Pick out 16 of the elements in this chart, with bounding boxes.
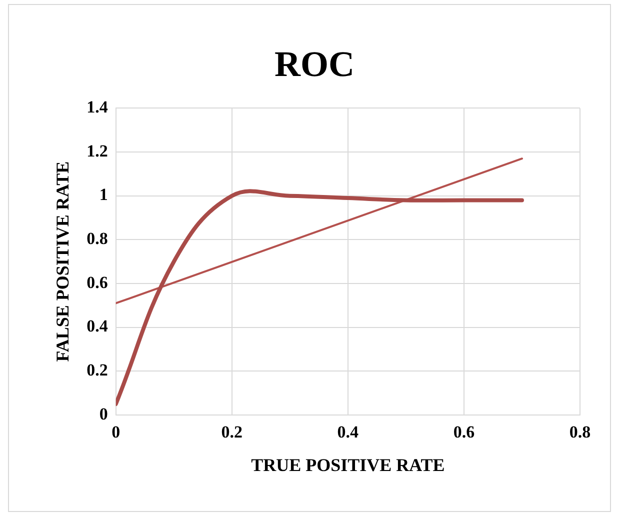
x-tick-label: 0.6 [453,422,475,442]
y-tick-label: 0.8 [86,229,108,248]
y-axis-title: FALSE POSITIVE RATE [52,161,72,362]
x-tick-label: 0 [112,422,120,442]
y-tick-label: 1 [99,185,108,204]
y-tick-label: 1.2 [86,141,108,160]
x-tick-label: 0.2 [221,422,243,442]
y-tick-label: 0.2 [86,360,108,380]
y-tick-label: 1.4 [86,98,108,117]
x-axis-title: TRUE POSITIVE RATE [251,454,445,475]
x-tick-label: 0.8 [569,422,591,442]
y-tick-label: 0.4 [86,316,108,336]
y-tick-label: 0.6 [86,272,108,292]
chart-title: ROC [274,44,354,84]
x-tick-label: 0.4 [337,422,360,442]
y-tick-label: 0 [99,404,108,424]
